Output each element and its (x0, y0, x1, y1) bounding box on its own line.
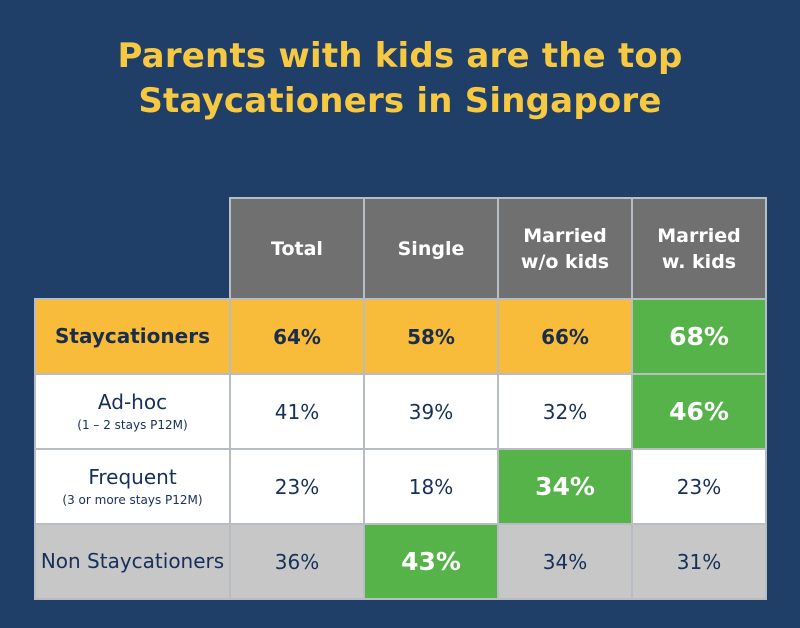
cell-frequent-total: 23% (229, 448, 365, 525)
row-label-ad-hoc: Ad-hoc (1 – 2 stays P12M) (34, 373, 231, 450)
row-label-staycationers: Staycationers (34, 298, 231, 375)
cell-non-staycationers-total: 36% (229, 523, 365, 600)
cell-frequent-married-without-kids: 34% (497, 448, 633, 525)
chart-title: Parents with kids are the top Staycation… (0, 34, 800, 124)
cell-ad-hoc-total: 41% (229, 373, 365, 450)
staycation-table: Total Single Married w/o kids Married w.… (34, 197, 767, 600)
row-label-text: Frequent (88, 465, 177, 489)
row-label-frequent: Frequent (3 or more stays P12M) (34, 448, 231, 525)
cell-ad-hoc-married-with-kids: 46% (631, 373, 767, 450)
column-header-line-1: Single (397, 237, 465, 260)
column-header-married-without-kids: Married w/o kids (497, 197, 633, 300)
cell-staycationers-married-without-kids: 66% (497, 298, 633, 375)
row-ad-hoc: Ad-hoc (1 – 2 stays P12M) 41% 39% 32% 46… (34, 373, 767, 450)
cell-staycationers-total: 64% (229, 298, 365, 375)
cell-frequent-single: 18% (363, 448, 499, 525)
cell-ad-hoc-single: 39% (363, 373, 499, 450)
header-row: Total Single Married w/o kids Married w.… (35, 197, 767, 300)
column-header-married-with-kids: Married w. kids (631, 197, 767, 300)
row-staycationers: Staycationers 64% 58% 66% 68% (34, 298, 767, 375)
cell-non-staycationers-married-with-kids: 31% (631, 523, 767, 600)
chart-title-line-2: Staycationers in Singapore (138, 81, 662, 121)
column-header-total: Total (229, 197, 365, 300)
row-label-text: Ad-hoc (97, 390, 168, 414)
row-sublabel-text: (3 or more stays P12M) (62, 493, 203, 507)
column-header-line-2: w. kids (661, 250, 737, 273)
chart-title-line-1: Parents with kids are the top (117, 36, 683, 76)
column-header-line-1: Married (523, 224, 607, 247)
row-sublabel-text: (1 – 2 stays P12M) (77, 418, 188, 432)
cell-frequent-married-with-kids: 23% (631, 448, 767, 525)
column-header-line-1: Married (657, 224, 741, 247)
column-header-line-2: w/o kids (520, 250, 610, 273)
cell-non-staycationers-married-without-kids: 34% (497, 523, 633, 600)
cell-ad-hoc-married-without-kids: 32% (497, 373, 633, 450)
column-header-single: Single (363, 197, 499, 300)
cell-non-staycationers-single: 43% (363, 523, 499, 600)
table-corner (35, 198, 230, 299)
row-label-text: Staycationers (55, 324, 210, 348)
row-frequent: Frequent (3 or more stays P12M) 23% 18% … (34, 448, 767, 525)
cell-staycationers-single: 58% (363, 298, 499, 375)
row-label-non-staycationers: Non Staycationers (34, 523, 231, 600)
row-non-staycationers: Non Staycationers 36% 43% 34% 31% (34, 523, 767, 600)
row-label-text: Non Staycationers (40, 549, 225, 573)
column-header-line-1: Total (271, 237, 323, 260)
cell-staycationers-married-with-kids: 68% (631, 298, 767, 375)
